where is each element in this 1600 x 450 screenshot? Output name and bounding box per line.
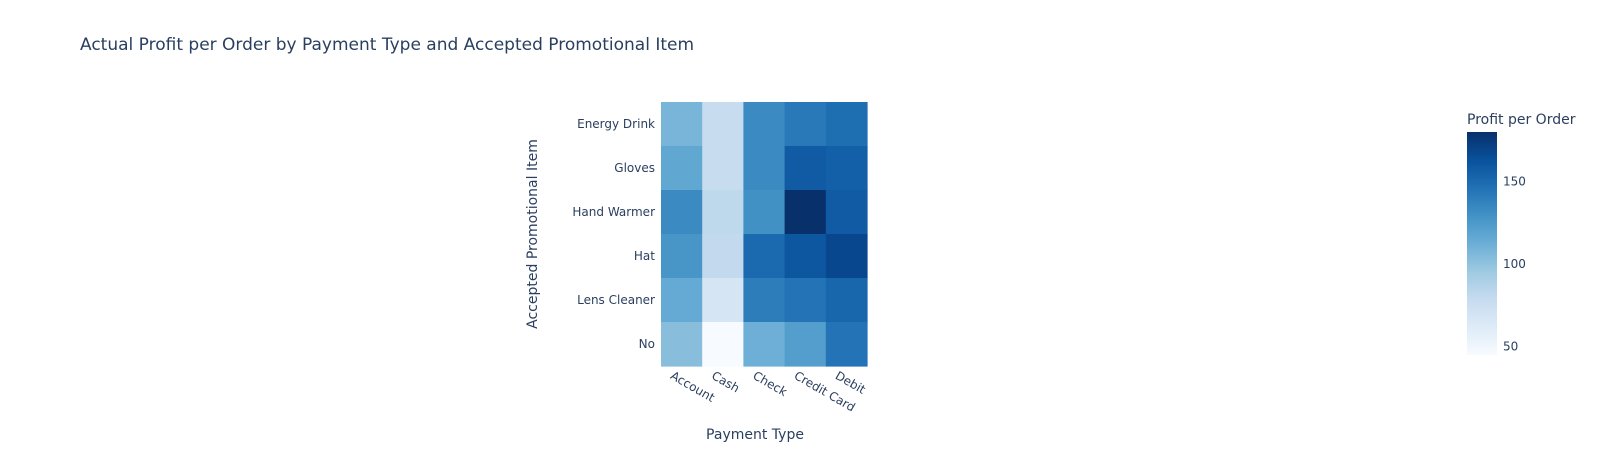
heatmap-cell [743, 102, 786, 147]
x-tick-label: Check [751, 368, 790, 399]
heatmap-cell [702, 102, 744, 147]
y-axis-ticks: Energy Drink Gloves Hand Warmer Hat Lens Cle… [572, 117, 655, 351]
heatmap-cell [825, 102, 868, 147]
heatmap-cell [784, 278, 827, 323]
heatmap-cell [825, 234, 868, 279]
heatmap-cell [661, 278, 703, 323]
y-tick-label: Hand Warmer [572, 205, 655, 219]
heatmap-cell [743, 146, 786, 191]
heatmap-cell [784, 234, 827, 279]
heatmap-cell [784, 146, 827, 191]
heatmap-cell [661, 322, 703, 367]
heatmap-cell [661, 190, 703, 235]
heatmap-cell [702, 190, 744, 235]
heatmap-cell [743, 190, 786, 235]
y-tick-label: Gloves [614, 161, 655, 175]
y-axis-title: Accepted Promotional Item [525, 139, 541, 329]
x-axis-title: Payment Type [706, 427, 804, 443]
heatmap-cell [702, 322, 744, 367]
heatmap-cell [661, 102, 703, 147]
heatmap-cell [825, 190, 868, 235]
heatmap-cell [702, 234, 744, 279]
y-tick-label: Lens Cleaner [577, 293, 655, 307]
colorbar-tick-label: 150 [1503, 175, 1526, 189]
heatmap-cell [825, 322, 868, 367]
y-tick-label: No [639, 337, 655, 351]
heatmap-cell [825, 146, 868, 191]
heatmap-cell [743, 278, 786, 323]
y-tick-label: Hat [634, 249, 655, 263]
colorbar-ticks: 50 100 150 [1503, 175, 1526, 354]
heatmap-cell [784, 190, 827, 235]
heatmap-cell [702, 146, 744, 191]
heatmap-cell [784, 102, 827, 147]
heatmap-cell [661, 146, 703, 191]
heatmap-cell [661, 234, 703, 279]
colorbar-title: Profit per Order [1467, 112, 1576, 128]
y-tick-label: Energy Drink [577, 117, 655, 131]
x-tick-label: Account [668, 368, 717, 404]
heatmap-cell [743, 234, 786, 279]
chart-title: Actual Profit per Order by Payment Type … [80, 35, 694, 55]
colorbar-tick-label: 100 [1503, 257, 1526, 271]
heatmap-cell [784, 322, 827, 367]
heatmap-cell [743, 322, 786, 367]
heatmap-cell [702, 278, 744, 323]
colorbar [1467, 132, 1497, 355]
colorbar-tick-label: 50 [1503, 340, 1518, 354]
heatmap-cells [661, 102, 868, 367]
heatmap-cell [825, 278, 868, 323]
